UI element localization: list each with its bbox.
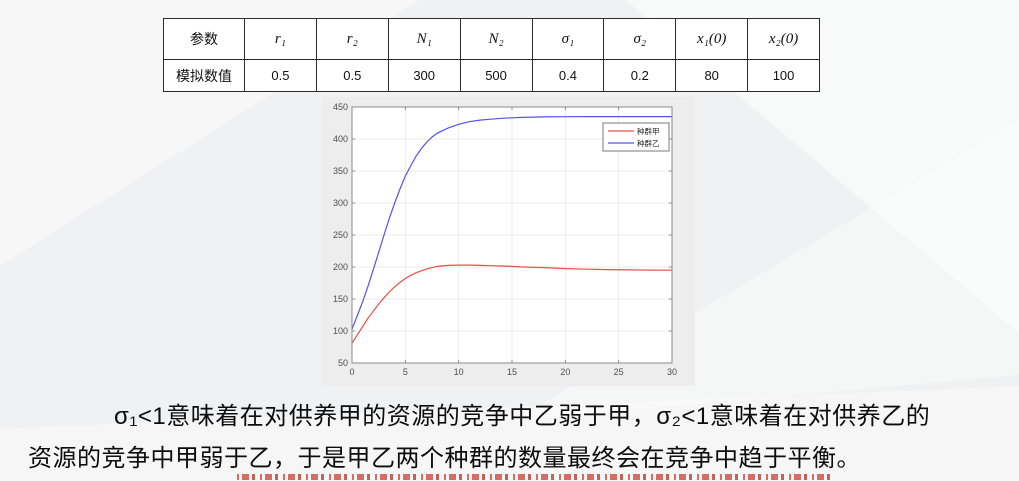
clipped-red-text-fragment — [237, 474, 835, 480]
table-row: 模拟数值 0.5 0.5 300 500 0.4 0.2 80 100 — [163, 59, 820, 92]
x-tick-label: 10 — [454, 367, 464, 377]
parameter-table: 参数 r₁ r₂ N₁ N₂ σ₁ σ₂ x₁(0) x₂(0) 模拟数值 0.5 0.5 300 50… — [163, 18, 820, 92]
x-tick-label: 5 — [403, 367, 408, 377]
analysis-paragraph: σ₁<1意味着在对供养甲的资源的竞争中乙弱于甲，σ₂<1意味着在对供养乙的 资源… — [28, 396, 994, 480]
value-cell: 0.5 — [244, 59, 317, 92]
series-line-2 — [351, 116, 672, 330]
value-cell: 0.5 — [315, 59, 389, 92]
table-corner-header: 参数 — [163, 18, 245, 60]
value-cell: 80 — [675, 59, 749, 92]
value-cell: 100 — [747, 59, 820, 92]
x-tick-label: 20 — [560, 367, 570, 377]
y-tick-label: 300 — [333, 198, 348, 208]
x-tick-label: 25 — [614, 367, 624, 377]
table-header-cell: N₂ — [459, 18, 533, 60]
legend-label: 种群甲 — [637, 126, 660, 136]
value-cell: 500 — [459, 59, 533, 92]
paragraph-line-1: σ₁<1意味着在对供养甲的资源的竞争中乙弱于甲，σ₂<1意味着在对供养乙的 — [114, 403, 931, 430]
y-tick-label: 400 — [333, 134, 348, 144]
value-cell: 0.4 — [531, 59, 605, 92]
population-line-chart: 0 5 10 15 20 25 30 50 100 150 200 250 300 350 400 450 种群… — [333, 102, 677, 377]
value-cell: 0.2 — [603, 59, 677, 92]
table-header-cell: σ₂ — [603, 18, 677, 60]
y-tick-label: 200 — [333, 262, 348, 272]
table-header-cell: r₁ — [244, 18, 317, 60]
value-cell: 300 — [387, 59, 461, 92]
x-tick-label: 15 — [507, 367, 517, 377]
table-header-cell: r₂ — [315, 18, 389, 60]
table-header-cell: σ₁ — [531, 18, 605, 60]
figure-panel: 0 5 10 15 20 25 30 50 100 150 200 250 300 350 400 450 种群… — [322, 97, 695, 386]
series-line-1 — [351, 264, 673, 344]
y-tick-label: 450 — [333, 102, 348, 112]
legend-box — [602, 122, 670, 152]
paragraph-line-2: 资源的竞争中甲弱于乙，于是甲乙两个种群的数量最终会在竞争中趋于平衡。 — [28, 445, 861, 472]
y-tick-label: 250 — [333, 230, 348, 240]
table-header-row: 参数 r₁ r₂ N₁ N₂ σ₁ σ₂ x₁(0) x₂(0) — [163, 18, 820, 60]
y-tick-label: 100 — [333, 326, 348, 336]
table-header-cell: x₂(0) — [747, 18, 820, 60]
y-tick-label: 150 — [333, 294, 348, 304]
table-header-cell: N₁ — [387, 18, 461, 60]
row-label-cell: 模拟数值 — [163, 59, 245, 92]
x-tick-label: 0 — [349, 367, 354, 377]
y-tick-label: 50 — [338, 358, 348, 368]
y-tick-label: 350 — [333, 166, 348, 176]
legend-label: 种群乙 — [637, 138, 660, 148]
x-tick-label: 30 — [667, 367, 677, 377]
table-header-cell: x₁(0) — [675, 18, 749, 60]
